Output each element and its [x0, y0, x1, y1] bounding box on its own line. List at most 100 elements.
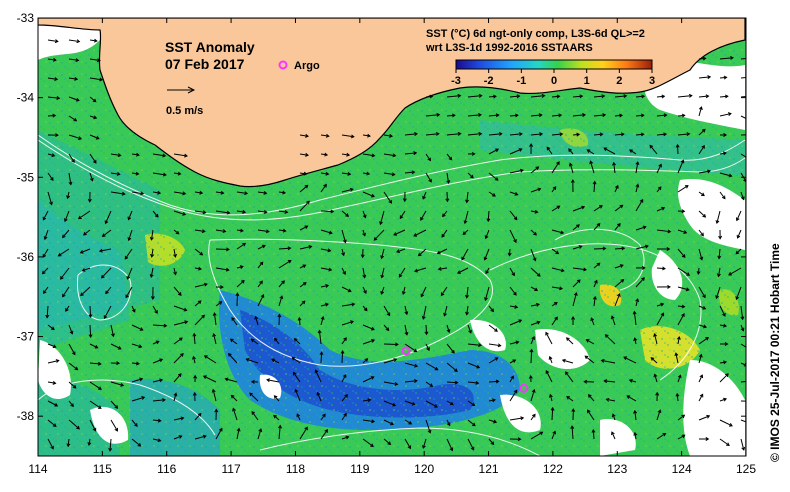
current-vector-head	[393, 232, 398, 236]
current-vector	[152, 191, 161, 194]
current-vector-head	[52, 423, 57, 427]
current-vector-head	[386, 312, 391, 317]
current-vector-head	[667, 229, 672, 234]
current-vector	[68, 153, 75, 163]
current-vector-head	[230, 394, 235, 399]
current-vector-head	[476, 364, 481, 369]
current-vector	[446, 400, 454, 406]
current-vector	[194, 413, 202, 421]
current-vector-head	[565, 371, 569, 376]
current-vector	[488, 172, 499, 181]
current-vector	[68, 400, 74, 407]
current-vector-head	[74, 76, 79, 81]
current-vector	[68, 343, 76, 355]
current-vector-head	[401, 291, 406, 296]
current-vector	[299, 134, 309, 137]
current-vector-head	[620, 132, 625, 137]
current-vector-head	[529, 143, 534, 147]
current-vector-head	[93, 159, 97, 164]
current-vector-head	[282, 190, 287, 195]
current-vector-head	[478, 343, 482, 348]
current-vector-head	[705, 337, 710, 341]
current-vector-head	[222, 229, 227, 234]
current-vector-head	[325, 302, 329, 307]
current-vector	[572, 133, 580, 136]
current-vector-head	[259, 280, 263, 285]
lon-tick-label: 121	[479, 462, 499, 476]
current-vector-head	[628, 378, 633, 383]
colorbar-tick-label: -1	[516, 75, 526, 87]
current-vector	[362, 191, 375, 197]
current-vector	[47, 114, 56, 117]
current-vector-head	[373, 237, 378, 241]
current-vector-head	[292, 371, 297, 376]
current-vector	[467, 438, 475, 451]
current-vector	[593, 296, 596, 307]
current-vector-head	[681, 304, 686, 309]
current-vector-head	[531, 388, 536, 393]
current-vector	[530, 414, 536, 421]
current-vector	[173, 210, 186, 216]
current-vector	[590, 161, 595, 174]
current-vector-head	[411, 170, 416, 175]
current-vector-head	[520, 416, 525, 421]
current-vector	[446, 153, 452, 161]
current-vector-head	[700, 232, 704, 237]
current-vector	[173, 267, 177, 275]
current-vector-head	[239, 228, 244, 233]
current-vector-head	[640, 132, 645, 137]
current-vector	[656, 95, 665, 98]
current-vector-head	[224, 377, 229, 382]
current-vector	[677, 229, 687, 234]
current-vector	[740, 191, 745, 200]
current-vector-head	[485, 270, 489, 275]
current-vector	[110, 343, 122, 350]
no-data-mask	[38, 18, 745, 456]
current-vector	[629, 379, 637, 383]
current-vector-head	[649, 144, 654, 149]
current-vector-head	[260, 294, 265, 298]
current-vector-head	[462, 231, 467, 236]
current-vector	[509, 114, 518, 117]
current-vector	[274, 337, 280, 345]
current-vector	[215, 428, 223, 440]
current-vector-head	[121, 191, 126, 196]
current-vector	[362, 286, 367, 294]
current-vector-head	[451, 349, 455, 354]
current-vector	[320, 352, 323, 364]
current-vector-head	[495, 148, 499, 153]
current-vector-head	[498, 131, 503, 136]
current-vector	[592, 429, 595, 440]
current-vector	[633, 311, 637, 326]
current-vector	[698, 210, 706, 218]
current-vector	[485, 267, 490, 274]
current-vector	[68, 362, 78, 371]
current-vector	[611, 316, 616, 326]
current-vector-head	[429, 94, 434, 99]
current-vector	[213, 333, 217, 345]
current-vector	[457, 267, 469, 274]
current-vector	[545, 370, 553, 383]
current-vector-head	[445, 198, 450, 203]
current-vector	[341, 210, 349, 217]
current-vector	[466, 286, 469, 298]
current-vector-head	[227, 352, 232, 357]
current-vector-head	[162, 172, 167, 177]
current-vector	[102, 229, 112, 237]
current-vector	[677, 133, 690, 136]
current-vector-head	[561, 358, 566, 363]
current-vector	[719, 95, 728, 98]
current-vector-head	[722, 151, 727, 156]
current-vector-head	[199, 251, 204, 256]
current-vector	[467, 400, 475, 406]
current-vector	[257, 210, 267, 213]
current-vector	[341, 374, 347, 383]
current-vector	[698, 337, 709, 345]
current-vector-head	[490, 441, 495, 446]
current-vector-head	[491, 398, 496, 403]
current-vector	[64, 210, 70, 222]
current-vector	[677, 305, 685, 308]
current-vector-head	[626, 395, 631, 399]
current-vector	[152, 358, 163, 364]
current-vector-head	[537, 187, 542, 192]
